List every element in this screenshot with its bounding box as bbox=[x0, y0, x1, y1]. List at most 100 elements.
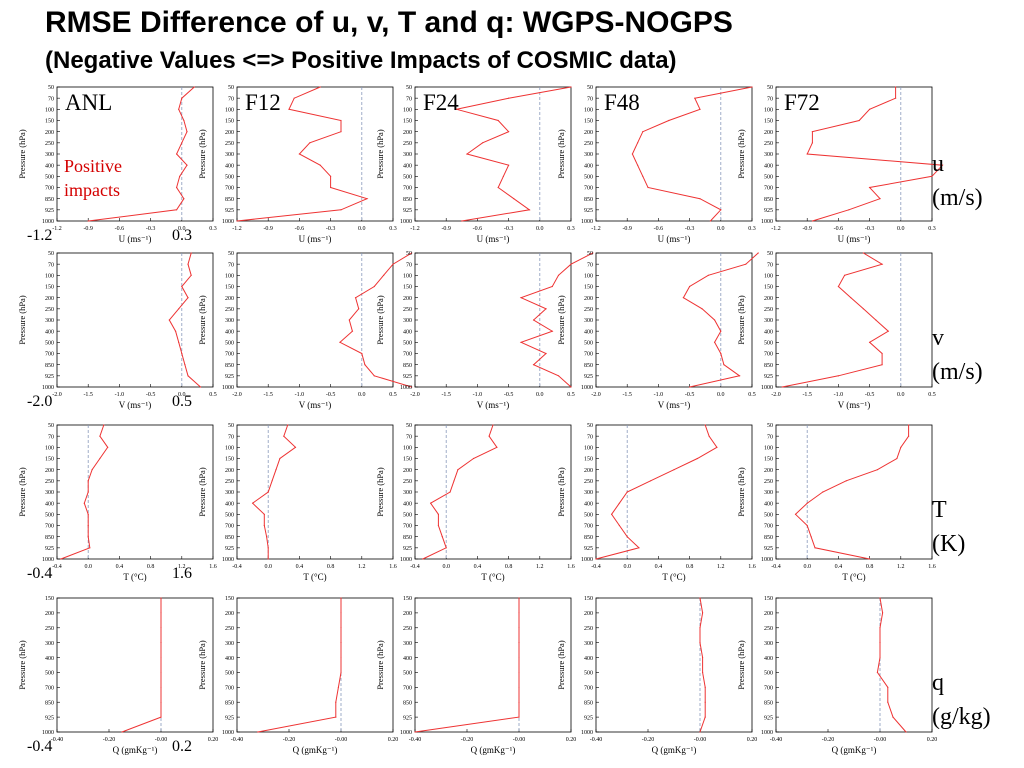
y-tick-label: 925 bbox=[584, 208, 593, 214]
y-tick-label: 250 bbox=[403, 307, 412, 313]
y-tick-label: 150 bbox=[764, 457, 773, 463]
y-tick-label: 150 bbox=[584, 596, 593, 602]
y-tick-label: 850 bbox=[403, 363, 412, 369]
y-tick-label: 925 bbox=[764, 715, 773, 721]
y-tick-label: 300 bbox=[764, 490, 773, 496]
data-point bbox=[837, 285, 840, 288]
x-tick-label: 0.5 bbox=[389, 392, 397, 398]
x-tick-label: 0.5 bbox=[209, 392, 217, 398]
data-point bbox=[570, 86, 572, 88]
data-point bbox=[287, 424, 289, 426]
data-point bbox=[267, 558, 269, 560]
data-point bbox=[319, 164, 321, 166]
data-point bbox=[492, 424, 494, 426]
y-tick-label: 400 bbox=[764, 501, 773, 507]
slide-subtitle: (Negative Values <=> Positive Impacts of… bbox=[45, 47, 677, 74]
data-point bbox=[183, 119, 185, 122]
data-point bbox=[190, 274, 192, 276]
series-line bbox=[60, 424, 109, 560]
y-tick-label: 200 bbox=[225, 468, 234, 474]
y-tick-label: 300 bbox=[45, 490, 54, 496]
y-tick-label: 500 bbox=[764, 175, 773, 181]
y-tick-label: 200 bbox=[403, 468, 412, 474]
data-point bbox=[862, 308, 864, 310]
x-tick-label: -1.5 bbox=[441, 392, 451, 398]
y-tick-label: 150 bbox=[764, 285, 773, 291]
y-tick-label: 100 bbox=[584, 108, 593, 114]
x-tick-label: -0.20 bbox=[103, 737, 116, 743]
data-point bbox=[699, 627, 701, 629]
data-point bbox=[845, 480, 847, 482]
data-point bbox=[781, 386, 783, 388]
x-tick-label: -0.9 bbox=[622, 226, 632, 232]
data-point bbox=[626, 536, 628, 538]
data-point bbox=[364, 364, 366, 366]
x-tick-label: -1.5 bbox=[263, 392, 273, 398]
y-tick-label: 700 bbox=[764, 352, 773, 358]
data-point bbox=[822, 491, 824, 493]
data-point bbox=[497, 119, 499, 122]
y-tick-label: 150 bbox=[45, 119, 54, 125]
y-tick-label: 700 bbox=[225, 524, 234, 530]
y-tick-label: 70 bbox=[587, 434, 593, 440]
data-point bbox=[181, 352, 183, 355]
data-point bbox=[699, 108, 701, 110]
series-line bbox=[595, 424, 718, 560]
y-tick-label: 70 bbox=[587, 262, 593, 268]
data-point bbox=[283, 435, 285, 437]
x-tick-label: -0.4 bbox=[232, 564, 242, 570]
data-point bbox=[340, 209, 342, 211]
plot-frame bbox=[56, 252, 214, 388]
y-tick-label: 50 bbox=[587, 85, 593, 91]
x-tick-label: 1.6 bbox=[389, 564, 397, 570]
y-tick-label: 1000 bbox=[400, 385, 412, 391]
y-tick-label: 50 bbox=[406, 85, 412, 91]
data-point bbox=[699, 198, 701, 200]
x-tick-label: 0.3 bbox=[567, 226, 575, 232]
y-tick-label: 300 bbox=[45, 152, 54, 158]
y-tick-label: 150 bbox=[225, 119, 234, 125]
x-tick-label: -0.20 bbox=[822, 737, 835, 743]
data-point bbox=[637, 142, 639, 144]
y-tick-label: 850 bbox=[764, 197, 773, 203]
data-point bbox=[837, 375, 840, 377]
y-tick-label: 925 bbox=[225, 374, 234, 380]
y-tick-label: 50 bbox=[587, 251, 593, 257]
x-tick-label: -0.00 bbox=[694, 737, 707, 743]
data-point bbox=[858, 119, 860, 122]
y-tick-label: 925 bbox=[584, 374, 593, 380]
y-tick-label: 200 bbox=[584, 296, 593, 302]
y-tick-label: 300 bbox=[764, 152, 773, 158]
data-point bbox=[751, 86, 753, 88]
y-tick-label: 500 bbox=[403, 175, 412, 181]
series-line bbox=[121, 598, 162, 733]
y-tick-label: 150 bbox=[403, 119, 412, 125]
y-tick-label: 100 bbox=[403, 446, 412, 452]
y-tick-label: 400 bbox=[764, 163, 773, 169]
x-tick-label: -0.6 bbox=[834, 226, 844, 232]
x-tick-label: -0.3 bbox=[865, 226, 875, 232]
y-tick-label: 300 bbox=[584, 318, 593, 324]
x-axis-label: U (ms⁻¹) bbox=[299, 234, 332, 244]
x-tick-label: -2.0 bbox=[232, 392, 242, 398]
y-tick-label: 700 bbox=[45, 686, 54, 692]
data-point bbox=[87, 480, 89, 482]
y-tick-label: 700 bbox=[225, 352, 234, 358]
y-tick-label: 250 bbox=[225, 626, 234, 632]
y-axis-label: Pressure (hPa) bbox=[17, 129, 27, 179]
x-tick-label: -0.40 bbox=[409, 737, 422, 743]
x-tick-label: 0.0 bbox=[178, 392, 186, 398]
y-tick-label: 1000 bbox=[42, 557, 54, 563]
x-tick-label: 0.20 bbox=[747, 737, 758, 743]
data-point bbox=[518, 671, 520, 674]
data-point bbox=[373, 375, 375, 377]
y-tick-label: 700 bbox=[225, 686, 234, 692]
x-tick-label: -0.4 bbox=[410, 564, 420, 570]
x-tick-label: -0.00 bbox=[513, 737, 526, 743]
y-tick-label: 850 bbox=[584, 363, 593, 369]
data-point bbox=[358, 308, 360, 310]
data-point bbox=[713, 319, 716, 321]
y-tick-label: 925 bbox=[45, 546, 54, 552]
data-point bbox=[879, 656, 881, 659]
y-tick-label: 700 bbox=[584, 186, 593, 192]
